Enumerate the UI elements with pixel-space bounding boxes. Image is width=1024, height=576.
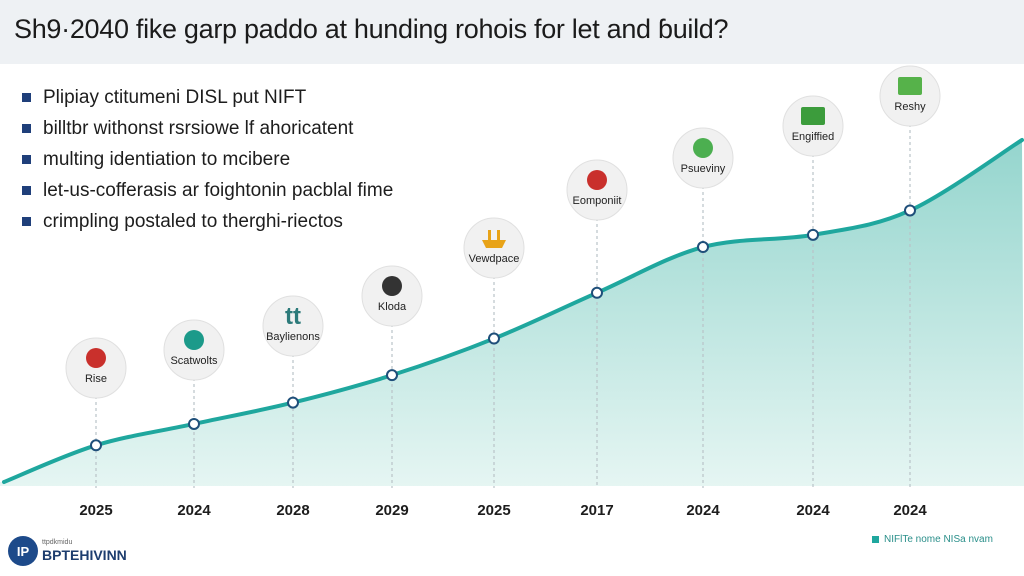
title-bar: Sh9·2040 fike garp paddo at hunding roho… bbox=[0, 0, 1024, 64]
milestone: Rise bbox=[65, 337, 127, 399]
x-tick-label: 2024 bbox=[893, 502, 927, 519]
milestone-bubble bbox=[782, 95, 844, 157]
milestone-label: Psueviny bbox=[681, 163, 726, 175]
data-point bbox=[386, 369, 398, 382]
bullet-square-icon bbox=[22, 93, 31, 102]
bullet-list: Plipiay ctitumeni DISL put NIFT billtbr … bbox=[22, 82, 393, 237]
area-fill bbox=[0, 140, 1024, 486]
brand-tagline: ttpdkmidu bbox=[42, 539, 73, 546]
x-tick-label: 2024 bbox=[177, 502, 211, 519]
legend: NIFlTe nome NISa nvam bbox=[872, 534, 993, 545]
candles-icon bbox=[482, 230, 506, 248]
milestone-label: Eomponiit bbox=[573, 195, 622, 207]
brand-logo: IP bbox=[8, 536, 38, 566]
bullet-text: let-us-cofferasis ar foightonin pacblal … bbox=[43, 179, 394, 201]
green-tt-icon: tt bbox=[285, 303, 301, 330]
milestone-label: Baylienons bbox=[266, 331, 320, 343]
red-circle-icon bbox=[86, 348, 106, 368]
x-tick-label: 2025 bbox=[477, 502, 510, 519]
data-point bbox=[90, 439, 102, 452]
bullet-square-icon bbox=[22, 217, 31, 226]
bullet-text: Plipiay ctitumeni DISL put NIFT bbox=[43, 86, 307, 108]
milestone-label: Scatwolts bbox=[170, 355, 218, 367]
bullet-item: let-us-cofferasis ar foightonin pacblal … bbox=[22, 175, 393, 206]
x-tick-label: 2029 bbox=[375, 502, 408, 519]
data-point bbox=[904, 204, 916, 217]
x-tick-label: 2024 bbox=[796, 502, 830, 519]
brand: IP ttpdkmidu BPTEHIVINN bbox=[8, 536, 127, 566]
pan-icon bbox=[382, 276, 402, 296]
milestone: Eomponiit bbox=[566, 159, 628, 221]
x-tick-label: 2017 bbox=[580, 502, 613, 519]
red-bell-icon bbox=[587, 170, 607, 190]
bullet-item: Plipiay ctitumeni DISL put NIFT bbox=[22, 82, 393, 113]
bullet-square-icon bbox=[22, 155, 31, 164]
bullet-text: billtbr withonst rsrsiowe lf ahoricatent bbox=[43, 117, 354, 139]
milestone: Scatwolts bbox=[163, 319, 225, 381]
milestone-label: Reshy bbox=[894, 101, 926, 113]
brand-name: BPTEHIVINN bbox=[42, 547, 127, 563]
page-title: Sh9·2040 fike garp paddo at hunding roho… bbox=[14, 14, 729, 44]
bullet-text: crimpling postaled to therghi-riectos bbox=[43, 210, 343, 232]
x-tick-label: 2024 bbox=[686, 502, 720, 519]
green-target-icon bbox=[693, 138, 713, 158]
milestone-label: Rise bbox=[85, 373, 107, 385]
bullet-item: billtbr withonst rsrsiowe lf ahoricatent bbox=[22, 113, 393, 144]
milestone-bubble bbox=[262, 295, 324, 357]
x-tick-label: 2028 bbox=[276, 502, 309, 519]
data-point bbox=[287, 396, 299, 409]
data-point bbox=[697, 241, 709, 254]
bullet-square-icon bbox=[22, 124, 31, 133]
legend-swatch bbox=[872, 536, 879, 543]
milestone-label: Kloda bbox=[378, 301, 407, 313]
milestone: Engiffied bbox=[782, 95, 844, 157]
bullet-item: crimpling postaled to therghi-riectos bbox=[22, 206, 393, 237]
data-point bbox=[591, 286, 603, 299]
milestone-label: Vewdpace bbox=[469, 253, 520, 265]
milestone-label: Engiffied bbox=[792, 131, 835, 143]
green-stack-icon bbox=[801, 107, 825, 125]
milestone: Reshy bbox=[879, 65, 941, 127]
milestone-bubble bbox=[879, 65, 941, 127]
x-tick-label: 2025 bbox=[79, 502, 112, 519]
teal-leaf-icon bbox=[184, 330, 204, 350]
data-point bbox=[807, 228, 819, 241]
milestone: Kloda bbox=[361, 265, 423, 327]
legend-label: NIFlTe nome NISa nvam bbox=[884, 534, 993, 545]
bullet-square-icon bbox=[22, 186, 31, 195]
green-book-icon bbox=[898, 77, 922, 95]
data-point bbox=[188, 417, 200, 430]
data-point bbox=[488, 332, 500, 345]
milestone: Vewdpace bbox=[463, 217, 525, 279]
bullet-item: multing identiation to mcibere bbox=[22, 144, 393, 175]
bullet-text: multing identiation to mcibere bbox=[43, 148, 291, 170]
milestone: Psueviny bbox=[672, 127, 734, 189]
